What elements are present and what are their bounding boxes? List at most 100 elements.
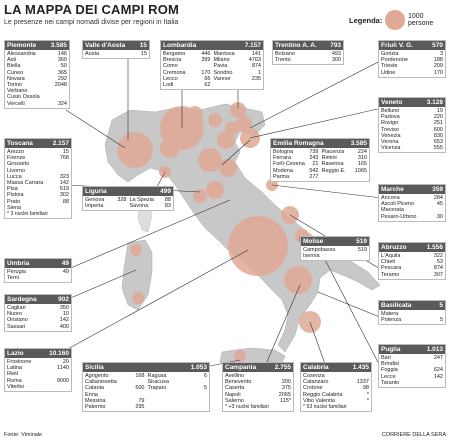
province-name: Forlì-Cesena (273, 161, 305, 168)
province-value: 1065 (354, 167, 367, 174)
province-name: Pescara (381, 265, 402, 272)
province-value: 365 (57, 69, 67, 76)
province-row: Ferrara 243 (273, 155, 319, 161)
province-list: Avellino Benevento 200 Caserta 375 Napoli 2065… (223, 372, 293, 411)
province-row: Padova 220 (381, 114, 443, 120)
province-list: Gorizia 3 Pordenone 188 Trieste 209 Udine 170 (379, 50, 445, 77)
province-name: Grosseto (7, 161, 30, 168)
region-header: Piemonte 3.585 (5, 41, 69, 50)
region-note: * +3 nuclei familiari (225, 404, 269, 411)
province-value: 146 (57, 51, 67, 57)
region-name: Liguria (85, 188, 107, 195)
province-value: 247 (433, 355, 443, 361)
region-box-valle-daosta: Valle d'Aosta 15 Aosta 15 (82, 40, 150, 60)
province-row: Macerata (381, 207, 443, 213)
province-name: Biella (7, 63, 21, 70)
province-value: 45 (436, 201, 443, 208)
province-value: 5 (203, 385, 207, 392)
province-name: Pesaro-Urbino (381, 213, 417, 220)
province-row: Messina 79 (85, 398, 145, 404)
province-name: Cosenza (303, 373, 325, 379)
province-row: Ascoli Piceno 45 (381, 201, 443, 207)
province-value: 170 (201, 69, 211, 76)
province-value: 350 (59, 305, 69, 311)
province-value: 66 (204, 75, 211, 82)
region-total: 1.435 (352, 364, 369, 371)
province-value: 224 (357, 149, 367, 155)
region-box-campania: Campania 2.755 Avellino Benevento 200 Caserta… (222, 362, 294, 413)
province-name: Salerno (225, 397, 244, 404)
province-value: 2048 (54, 82, 67, 89)
province-name: Rimini (321, 155, 337, 162)
region-name: Trentino A. A. (275, 42, 317, 49)
province-value: 295 (135, 404, 145, 411)
province-row: Cuneo 365 (7, 70, 67, 76)
region-note: * 53 nuclei familiari (303, 404, 347, 411)
province-row: Napoli 2065 (225, 392, 291, 398)
province-row: Foggia 624 (381, 367, 443, 373)
province-value: 1140 (57, 365, 69, 372)
province-name: Siracusa (147, 379, 169, 386)
province-list: Cosenza Catanzaro 1337 Crotone 98 Reggio Cala… (301, 372, 371, 411)
province-name: Oristano (7, 317, 28, 324)
bubble-sassari (130, 244, 142, 256)
province-name: Rieti (7, 371, 19, 378)
province-row: Enna (85, 392, 145, 398)
bubble-cagliari (132, 292, 144, 304)
province-name: Modena (273, 167, 293, 174)
region-box-calabria: Calabria 1.435 Cosenza Catanzaro 1337 Crotone… (300, 362, 372, 413)
province-row: Savona 83 (130, 203, 172, 209)
province-name: Palermo (85, 404, 106, 411)
province-name: Udine (381, 69, 396, 76)
province-row: Caltanissetta (85, 379, 145, 385)
province-row: Asti 360 (7, 57, 67, 63)
province-value: 142 (433, 373, 443, 380)
province-row: Piacenza 224 (322, 149, 368, 155)
province-name: Trieste (381, 63, 398, 70)
province-row: Lecco 66 (163, 76, 211, 82)
region-name: Valle d'Aosta (85, 42, 126, 49)
region-header: Emilia Romagna 3.585 (271, 139, 369, 148)
region-box-puglia: Puglia 1.013 Bari 247 Brindisi Foggia 624 Lecce… (378, 344, 446, 389)
province-name: Lodi (163, 82, 174, 89)
province-name: Gorizia (381, 51, 399, 57)
region-total: 499 (160, 188, 171, 195)
province-row: Reggio E. 1065 (322, 168, 368, 174)
province-list: Arezzo 15 Firenze 768 Grosseto Livorno Lucca 32… (5, 148, 71, 218)
province-name: Viterbo (7, 383, 25, 390)
region-header: Sardegna 902 (5, 295, 71, 304)
province-row: Cagliari 350 (7, 305, 69, 311)
province-row: Caserta 375 (225, 385, 291, 391)
province-row: Brindisi (381, 361, 443, 367)
province-value: 653 (433, 139, 443, 146)
province-row: Torino 2048 (7, 82, 67, 88)
region-total: 570 (432, 42, 443, 49)
province-name: Ancona (381, 195, 400, 201)
province-row: Venezia 830 (381, 133, 443, 139)
province-value: 4763 (248, 57, 261, 64)
province-name: Cremona (163, 69, 186, 76)
province-value: 170 (433, 69, 443, 76)
bubble-bergamo (187, 106, 203, 122)
province-name: Cagliari (7, 305, 26, 311)
page-title: LA MAPPA DEI CAMPI ROM (4, 2, 180, 17)
province-row: Oristano 142 (7, 317, 69, 323)
province-row: Matera (381, 311, 443, 317)
region-header: Lombardia 7.157 (161, 41, 263, 50)
region-header: Sicilia 1.053 (83, 363, 209, 372)
province-name: Ravenna (321, 161, 344, 168)
province-row: Livorno (7, 168, 69, 174)
bubble-palermo (234, 350, 246, 362)
province-row: Imperia (85, 203, 127, 209)
province-name: Livorno (7, 167, 26, 174)
region-name: Toscana (7, 140, 33, 147)
province-row: Forlì-Cesena 21 (273, 161, 319, 167)
province-name: Verona (381, 139, 399, 146)
province-row: Como (163, 63, 211, 69)
province-value: 79 (138, 397, 145, 404)
province-name: Ragusa (147, 373, 167, 379)
province-name: Vibo Valentia (303, 397, 335, 404)
province-name: Ascoli Piceno (381, 201, 415, 208)
region-total: 519 (356, 238, 367, 245)
